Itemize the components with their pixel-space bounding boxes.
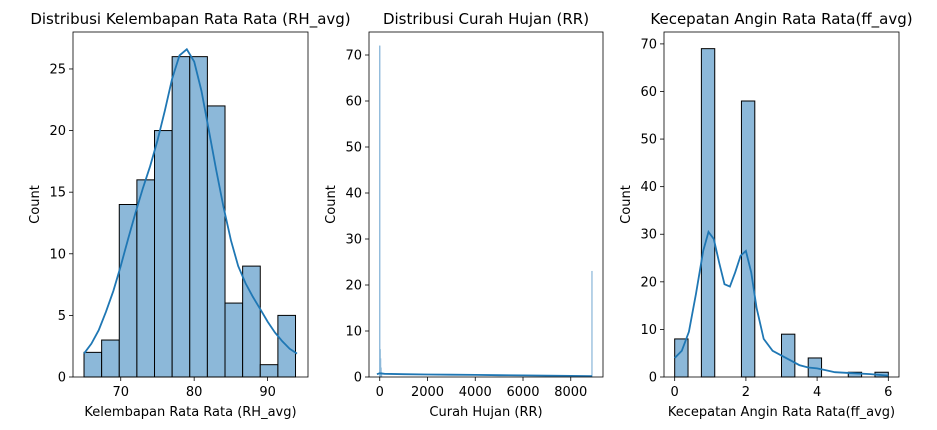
x-axis-label: Kelembapan Rata Rata (RH_avg) <box>84 405 296 420</box>
x-tick-label: 4 <box>813 385 821 400</box>
x-tick-label: 4000 <box>459 385 492 400</box>
histogram-bar <box>259 364 279 378</box>
x-tick-label: 90 <box>259 385 276 400</box>
chart-curah-hujan: 0 2000 4000 6000 8000 0 10 20 30 40 50 60 70 Distribu… <box>324 10 604 420</box>
chart-rh-avg: 70 80 90 0 5 10 15 20 25 Distribusi Kelembapan Ra… <box>28 10 351 420</box>
y-tick-label: 70 <box>345 49 362 64</box>
chart-title-rh-avg: Distribusi Kelembapan Rata Rata (RH_avg) <box>30 10 350 29</box>
x-tick-label: 2 <box>742 385 750 400</box>
y-tick-label: 70 <box>640 37 657 52</box>
y-axis-label: Count <box>324 185 339 224</box>
histogram-bar <box>700 48 716 378</box>
kde-line <box>674 229 889 377</box>
x-tick-label: 0 <box>671 385 679 400</box>
y-tick-label: 0 <box>58 371 66 386</box>
axes-frame <box>368 31 604 378</box>
y-tick-label: 30 <box>345 233 362 248</box>
chart-title-kecepatan-angin: Kecepatan Angin Rata Rata(ff_avg) <box>650 10 912 29</box>
y-tick-label: 15 <box>49 186 66 201</box>
histogram-bar <box>154 130 173 378</box>
histogram-bar <box>674 338 689 378</box>
x-tick-label: 80 <box>186 385 203 400</box>
y-tick-label: 10 <box>49 247 66 262</box>
y-tick-label: 60 <box>345 95 362 110</box>
y-tick-label: 0 <box>354 371 362 386</box>
y-axis-label: Count <box>619 185 634 224</box>
y-tick-label: 40 <box>640 180 657 195</box>
x-tick-label: 2000 <box>411 385 444 400</box>
x-axis-label: Kecepatan Angin Rata Rata(ff_avg) <box>668 405 895 420</box>
histogram-bar <box>591 270 593 378</box>
histogram-bar <box>101 339 120 378</box>
y-tick-label: 20 <box>49 124 66 139</box>
kde-line <box>83 47 298 355</box>
x-tick-label: 6000 <box>506 385 539 400</box>
y-tick-label: 0 <box>649 371 657 386</box>
chart-title-curah-hujan: Distribusi Curah Hujan (RR) <box>383 10 589 28</box>
y-tick-label: 50 <box>345 141 362 156</box>
y-tick-label: 30 <box>640 228 657 243</box>
x-tick-label: 6 <box>884 385 892 400</box>
histogram-bar <box>224 302 244 378</box>
y-tick-label: 25 <box>49 62 66 77</box>
x-axis-label: Curah Hujan (RR) <box>429 405 542 420</box>
histogram-bar <box>171 56 191 378</box>
y-axis-label: Count <box>28 185 43 224</box>
kde-line <box>376 372 593 377</box>
histogram-bar <box>781 333 796 378</box>
y-tick-label: 60 <box>640 85 657 100</box>
y-tick-label: 20 <box>640 275 657 290</box>
axes-frame <box>72 31 309 378</box>
axes-frame <box>663 31 900 378</box>
x-tick-label: 0 <box>376 385 384 400</box>
y-tick-label: 10 <box>640 323 657 338</box>
histogram-bar <box>136 179 156 378</box>
y-tick-label: 5 <box>58 309 66 324</box>
histogram-bar <box>83 351 103 378</box>
histogram-bar <box>206 105 226 378</box>
y-tick-label: 10 <box>345 325 362 340</box>
histogram-bar <box>118 204 138 378</box>
y-tick-label: 50 <box>640 133 657 148</box>
histogram-bar <box>740 100 756 378</box>
x-tick-label: 70 <box>112 385 129 400</box>
histogram-bar <box>379 45 381 378</box>
y-tick-label: 20 <box>345 279 362 294</box>
x-tick-label: 8000 <box>554 385 587 400</box>
y-tick-label: 40 <box>345 187 362 202</box>
